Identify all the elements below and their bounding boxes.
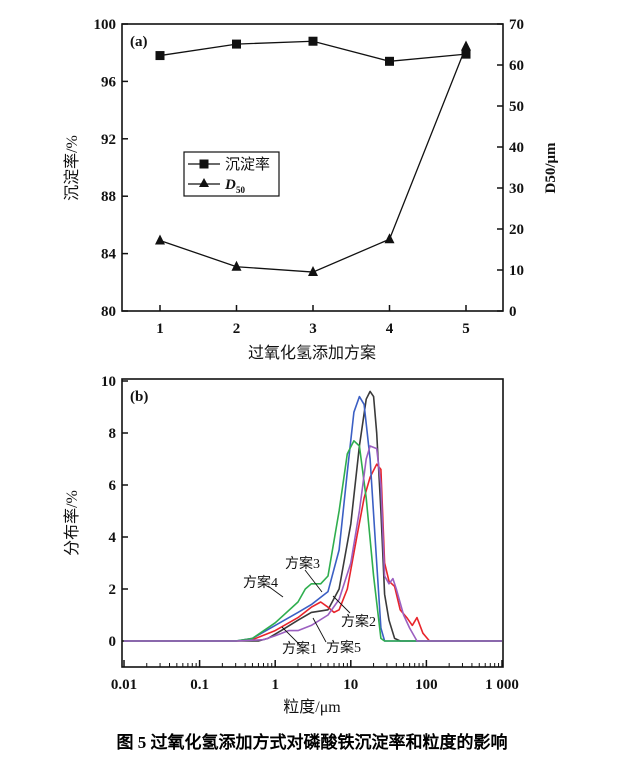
data-point-triangle	[155, 234, 165, 245]
annotation-leader-4	[267, 585, 284, 598]
data-point-square	[155, 51, 165, 61]
legend-label-d50-subscript: 50	[236, 185, 246, 195]
annotation-label-scheme-2: 方案2	[341, 613, 376, 630]
distribution-curve-scheme-3	[124, 395, 502, 642]
x-tick-label: 2	[233, 321, 241, 337]
data-point-triangle	[384, 233, 395, 244]
y2-tick-label: 0	[509, 304, 517, 320]
x-tick-label: 1	[156, 321, 164, 337]
y2-tick-label: 10	[509, 263, 524, 279]
y-tick-label: 6	[109, 478, 117, 494]
y2-tick-label: 60	[509, 58, 524, 74]
annotation-label-scheme-1: 方案1	[282, 640, 317, 657]
distribution-curve-scheme-4	[124, 440, 502, 642]
y-axis-label-a: 沉淀率/%	[63, 135, 81, 201]
x-tick-label: 5	[462, 321, 470, 337]
legend-label-precipitation: 沉淀率	[225, 156, 270, 173]
annotation-leader-5	[312, 617, 327, 643]
data-point-square	[308, 36, 318, 46]
x-tick-label: 1	[271, 677, 279, 693]
legend-marker-triangle	[199, 178, 209, 187]
y2-tick-label: 50	[509, 99, 524, 115]
y-tick-label: 10	[101, 374, 116, 390]
y-tick-label: 4	[109, 530, 117, 546]
x-tick-label: 10	[343, 677, 358, 693]
panel-label-b: (b)	[130, 389, 148, 405]
y-tick-label: 0	[109, 634, 117, 650]
x-tick-label: 3	[309, 321, 317, 337]
x-tick-label: 0.01	[111, 677, 137, 693]
x-tick-label: 4	[386, 321, 394, 337]
annotation-leader-1	[281, 626, 301, 646]
y2-tick-label: 70	[509, 17, 524, 33]
annotation-label-scheme-5: 方案5	[326, 639, 361, 656]
annotation-label-scheme-3: 方案3	[285, 555, 320, 572]
y2-axis-label-a: D50/μm	[543, 142, 559, 194]
data-point-triangle	[461, 40, 471, 51]
y-tick-label: 8	[109, 426, 117, 442]
y-tick-label: 84	[101, 247, 117, 263]
y-tick-label: 92	[101, 132, 116, 148]
x-tick-label: 0.1	[190, 677, 209, 693]
annotation-leader-3	[304, 569, 323, 593]
y2-tick-label: 30	[509, 181, 524, 197]
distribution-curve-scheme-5	[124, 445, 502, 642]
legend-label-d50: D	[224, 177, 236, 193]
x-axis-label-a: 过氧化氢添加方案	[248, 344, 376, 362]
legend-box	[183, 151, 280, 197]
data-point-square	[461, 49, 471, 59]
y2-tick-label: 20	[509, 222, 524, 238]
annotation-label-scheme-4: 方案4	[243, 574, 278, 591]
x-tick-label: 1 000	[485, 677, 519, 693]
x-tick-label: 100	[415, 677, 438, 693]
figure-caption: 图 5 过氧化氢添加方式对磷酸铁沉淀率和粒度的影响	[116, 733, 508, 752]
data-point-square	[232, 39, 241, 49]
panel-label-a: (a)	[130, 34, 148, 50]
data-point-triangle	[231, 260, 242, 271]
data-point-triangle	[308, 266, 318, 277]
y-axis-label-b: 分布率/%	[63, 490, 81, 556]
plot-frame-b	[121, 378, 504, 668]
data-point-square	[385, 56, 394, 66]
annotation-leader-2	[332, 595, 351, 614]
y-tick-label: 100	[94, 17, 117, 33]
y-tick-label: 80	[101, 304, 116, 320]
y-tick-label: 96	[101, 74, 117, 90]
y-tick-label: 2	[109, 582, 117, 598]
y-tick-label: 88	[101, 189, 116, 205]
distribution-curve-scheme-2	[124, 463, 502, 642]
y2-tick-label: 40	[509, 140, 524, 156]
legend-marker-square	[199, 159, 209, 169]
x-axis-label-b: 粒度/μm	[283, 698, 341, 716]
